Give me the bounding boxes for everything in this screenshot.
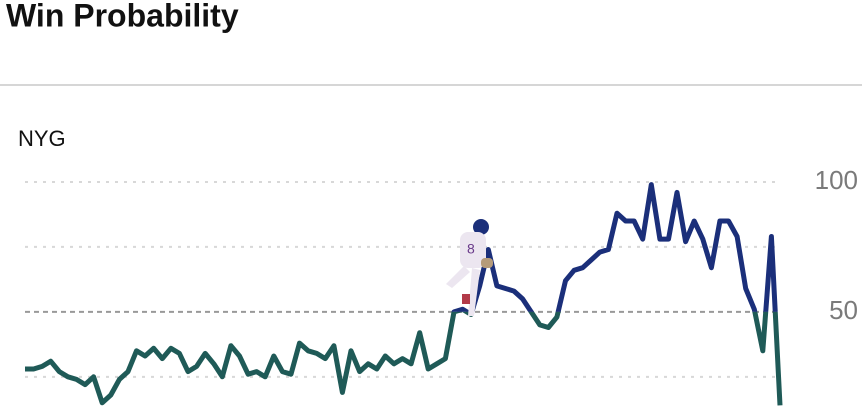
win-probability-line (451, 182, 778, 312)
grid: 50 100 (25, 165, 858, 378)
chart-title: Win Probability (6, 0, 239, 33)
y-tick-label: 100 (815, 165, 858, 195)
win-probability-line (25, 311, 783, 406)
y-tick-label: 50 (829, 295, 858, 325)
team-label: NYG (18, 126, 66, 151)
player-icon: 8 (446, 219, 493, 316)
svg-text:8: 8 (467, 241, 475, 257)
lines (25, 182, 783, 406)
